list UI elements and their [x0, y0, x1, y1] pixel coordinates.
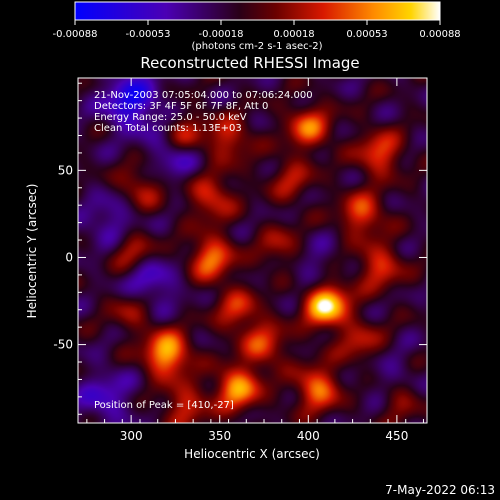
annotation-line: Detectors: 3F 4F 5F 6F 7F 8F, Att 0 — [94, 101, 268, 112]
colorbar-tick-label: -0.00088 — [53, 29, 98, 40]
x-tick-label: 350 — [208, 429, 231, 443]
annotation-line: Clean Total counts: 1.13E+03 — [94, 123, 242, 134]
timestamp: 7-May-2022 06:13 — [385, 483, 495, 497]
colorbar-unit-label: (photons cm-2 s-1 asec-2) — [191, 41, 322, 52]
chart-title: Reconstructed RHESSI Image — [140, 54, 359, 72]
heatmap-canvas — [78, 78, 427, 423]
peak-position-label: Position of Peak = [410,-27] — [94, 400, 234, 411]
colorbar-tick-label: 0.00088 — [419, 29, 460, 40]
annotation-block: 21-Nov-2003 07:05:04.000 to 07:06:24.000… — [94, 90, 313, 134]
x-tick-label: 300 — [120, 429, 143, 443]
x-axis-label: Heliocentric X (arcsec) — [184, 447, 320, 461]
colorbar-gradient — [75, 2, 440, 20]
y-tick-label: 50 — [58, 163, 73, 177]
colorbar-tick-label: -0.00053 — [126, 29, 171, 40]
x-tick-label: 450 — [385, 429, 408, 443]
colorbar-tick-label: 0.00018 — [273, 29, 314, 40]
y-axis-label: Heliocentric Y (arcsec) — [25, 184, 39, 319]
colorbar-ticks — [74, 20, 441, 25]
colorbar-tick-label: -0.00018 — [199, 29, 244, 40]
plot-frame — [77, 77, 428, 424]
heatmap-image — [78, 78, 427, 423]
colorbar-frame — [74, 1, 441, 21]
colorbar-tick-label: 0.00053 — [346, 29, 387, 40]
x-tick-label: 400 — [297, 429, 320, 443]
annotation-line: Energy Range: 25.0 - 50.0 keV — [94, 112, 247, 123]
y-tick-label: 0 — [65, 250, 73, 264]
y-axis: 50 0 -50 — [53, 82, 427, 415]
y-tick-label: -50 — [53, 338, 73, 352]
annotation-line: 21-Nov-2003 07:05:04.000 to 07:06:24.000 — [94, 90, 313, 101]
colorbar-tick-labels: -0.00088 -0.00053 -0.00018 0.00018 0.00053 0.… — [53, 29, 461, 40]
x-axis: 300 350 400 450 — [86, 78, 424, 443]
colorbar: -0.00088 -0.00053 -0.00018 0.00018 0.00053 0.… — [53, 1, 461, 52]
